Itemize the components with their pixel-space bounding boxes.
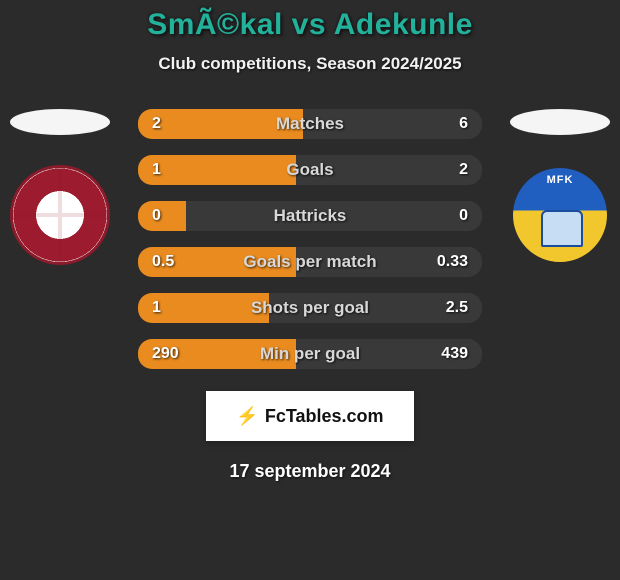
stat-value-right: 439 xyxy=(441,345,468,363)
stat-bar-right xyxy=(434,201,482,231)
stat-label: Goals per match xyxy=(243,252,376,272)
stat-row: 0.5 0.33 Goals per match xyxy=(138,247,482,277)
stat-value-right: 0 xyxy=(459,207,468,225)
brand-text: FcTables.com xyxy=(265,406,384,427)
stat-value-right: 6 xyxy=(459,115,468,133)
stat-label: Hattricks xyxy=(274,206,347,226)
stat-bar-left xyxy=(138,201,186,231)
stat-row: 0 0 Hattricks xyxy=(138,201,482,231)
stat-row: 2 6 Matches xyxy=(138,109,482,139)
page-subtitle: Club competitions, Season 2024/2025 xyxy=(0,54,620,74)
stat-label: Matches xyxy=(276,114,344,134)
stat-value-left: 1 xyxy=(152,161,161,179)
stat-value-right: 2.5 xyxy=(446,299,468,317)
stat-row: 1 2 Goals xyxy=(138,155,482,185)
content-row: MFK 2 6 Matches 1 2 Goals 0 0 Hattricks 0.5 0.33 Go… xyxy=(0,109,620,369)
stat-value-left: 0.5 xyxy=(152,253,174,271)
team-crest-left xyxy=(10,165,110,265)
placeholder-ellipse-left xyxy=(10,109,110,135)
stat-label: Goals xyxy=(286,160,333,180)
stat-value-left: 0 xyxy=(152,207,161,225)
crest-label-right: MFK xyxy=(513,174,607,186)
page-title: SmÃ©kal vs Adekunle xyxy=(0,0,620,42)
stat-label: Shots per goal xyxy=(251,298,369,318)
brand-icon: ⚡ xyxy=(236,406,258,427)
stat-value-left: 290 xyxy=(152,345,179,363)
placeholder-ellipse-right xyxy=(510,109,610,135)
team-crest-right: MFK xyxy=(510,165,610,265)
stats-list: 2 6 Matches 1 2 Goals 0 0 Hattricks 0.5 0.33 Goals … xyxy=(138,109,482,369)
comparison-infographic: SmÃ©kal vs Adekunle Club competitions, S… xyxy=(0,0,620,580)
stat-bar-left xyxy=(138,155,296,185)
date-line: 17 september 2024 xyxy=(0,461,620,482)
stat-label: Min per goal xyxy=(260,344,360,364)
stat-row: 290 439 Min per goal xyxy=(138,339,482,369)
stat-value-right: 2 xyxy=(459,161,468,179)
stat-value-right: 0.33 xyxy=(437,253,468,271)
stat-value-left: 2 xyxy=(152,115,161,133)
brand-attribution: ⚡ FcTables.com xyxy=(206,391,414,441)
right-player-column: MFK xyxy=(510,109,610,265)
left-player-column xyxy=(10,109,110,265)
stat-row: 1 2.5 Shots per goal xyxy=(138,293,482,323)
stat-value-left: 1 xyxy=(152,299,161,317)
